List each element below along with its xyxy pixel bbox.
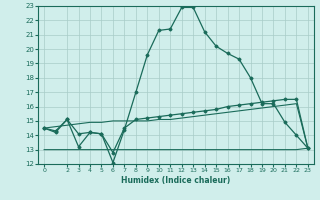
X-axis label: Humidex (Indice chaleur): Humidex (Indice chaleur) — [121, 176, 231, 185]
